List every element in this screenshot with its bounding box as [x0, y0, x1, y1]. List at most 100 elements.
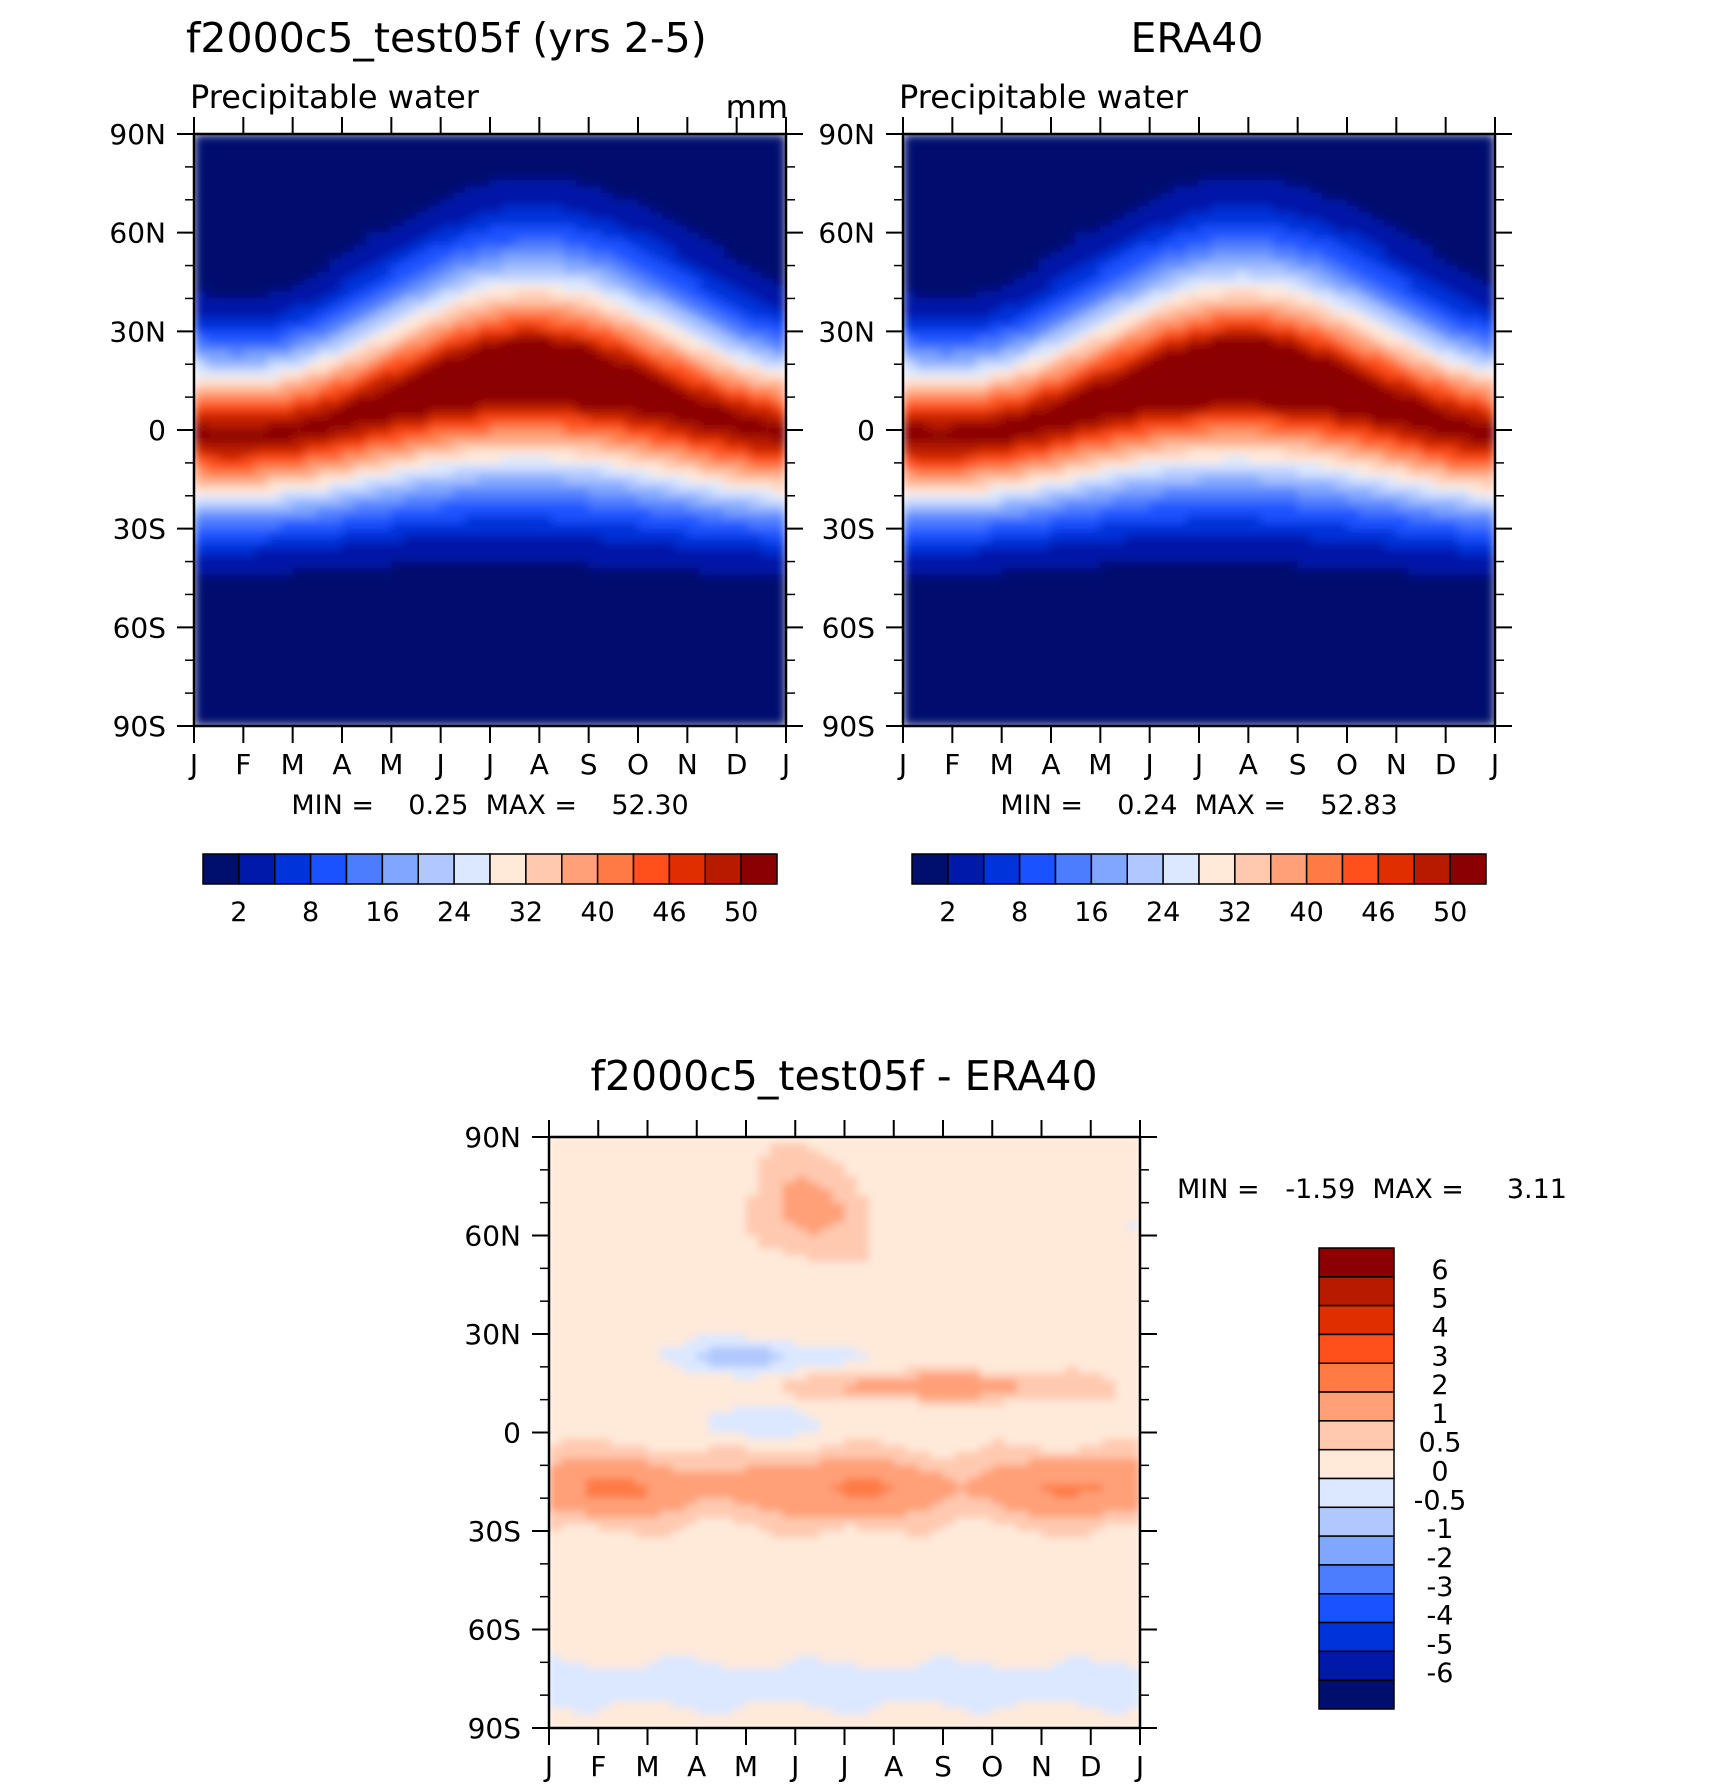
- x-tick-label: J: [789, 1750, 799, 1783]
- colorbar-swatch: [1413, 853, 1451, 885]
- colorbar-label: 5: [1431, 1284, 1448, 1315]
- field-difference: [549, 1137, 1140, 1728]
- colorbar-swatch: [489, 853, 527, 885]
- colorbar-swatch: [1234, 853, 1272, 885]
- colorbar-swatch: [1377, 853, 1415, 885]
- x-tick-label: M: [1088, 748, 1112, 781]
- colorbar-label: 8: [302, 897, 319, 928]
- x-tick-label: A: [1041, 748, 1060, 781]
- colorbar: 2 8 16 24 32 40 46 50: [202, 853, 778, 928]
- x-tick-label: M: [734, 1750, 758, 1783]
- colorbar-label: 40: [1289, 897, 1323, 928]
- colorbar-label: 24: [1146, 897, 1180, 928]
- panel-era40: ERA40 Precipitable water J F M A M J J A S O N D J90…: [818, 14, 1512, 928]
- colorbar-label: 6: [1431, 1255, 1448, 1286]
- colorbar-swatch: [1318, 1477, 1395, 1509]
- x-tick-label: D: [1080, 1750, 1102, 1783]
- x-tick-label: J: [780, 748, 790, 781]
- colorbar-swatch: [525, 853, 563, 885]
- x-tick-label: M: [635, 1750, 659, 1783]
- x-tick-label: S: [934, 1750, 952, 1783]
- x-tick-label: M: [990, 748, 1014, 781]
- colorbar-label: 24: [437, 897, 471, 928]
- colorbar-label: 46: [1361, 897, 1395, 928]
- panel-difference: f2000c5_test05f - ERA40 J F M A M J J A S O N D J90N…: [464, 1052, 1567, 1783]
- panel-title: ERA40: [1131, 14, 1264, 62]
- y-tick-label: 90S: [468, 1712, 521, 1745]
- y-tick-label: 30N: [464, 1318, 521, 1351]
- colorbar-swatch: [1449, 853, 1487, 885]
- x-tick-label: J: [1489, 748, 1499, 781]
- x-tick-label: J: [484, 748, 494, 781]
- colorbar-swatch: [668, 853, 706, 885]
- colorbar-swatch: [1318, 1448, 1395, 1480]
- y-tick-label: 60S: [468, 1614, 521, 1647]
- colorbar-swatch: [947, 853, 985, 885]
- colorbar-swatch: [911, 853, 949, 885]
- min-max-label: MIN = 0.25 MAX = 52.30: [291, 790, 688, 821]
- x-tick-label: J: [188, 748, 198, 781]
- colorbar-label: 0: [1431, 1457, 1448, 1488]
- colorbar-swatch: [417, 853, 455, 885]
- panel-title: f2000c5_test05f (yrs 2-5): [186, 14, 707, 62]
- colorbar-label: 0.5: [1419, 1428, 1462, 1459]
- colorbar-swatch: [983, 853, 1021, 885]
- colorbar-swatch: [1318, 1247, 1395, 1278]
- colorbar-swatch: [1318, 1564, 1395, 1595]
- x-tick-label: J: [435, 748, 445, 781]
- colorbar-label: -3: [1427, 1572, 1454, 1603]
- x-tick-label: D: [1435, 748, 1457, 781]
- colorbar-swatch: [1318, 1506, 1395, 1537]
- colorbar-swatch: [1318, 1650, 1395, 1681]
- colorbar-swatch: [1126, 853, 1164, 885]
- x-tick-label: J: [1144, 748, 1154, 781]
- colorbar-swatch: [1318, 1276, 1395, 1307]
- colorbar-swatch: [1318, 1333, 1395, 1364]
- colorbar-label: -6: [1427, 1658, 1454, 1689]
- colorbar: 2 8 16 24 32 40 46 50: [911, 853, 1487, 928]
- colorbar-label: 32: [509, 897, 543, 928]
- colorbar-swatch: [1305, 853, 1344, 885]
- x-tick-label: D: [726, 748, 748, 781]
- colorbar-swatch: [309, 853, 348, 885]
- colorbar-swatch: [1341, 853, 1380, 885]
- colorbar-label: 50: [1433, 897, 1467, 928]
- colorbar-label: 2: [230, 897, 247, 928]
- colorbar-swatch: [274, 853, 312, 885]
- colorbar-swatch: [704, 853, 742, 885]
- y-tick-label: 90N: [818, 118, 875, 151]
- colorbar-swatch: [453, 853, 491, 885]
- y-tick-label: 60S: [113, 611, 166, 644]
- colorbar-swatch: [202, 853, 240, 885]
- colorbar-label: 8: [1011, 897, 1028, 928]
- x-tick-label: F: [235, 748, 251, 781]
- colorbar-label: -1: [1427, 1514, 1454, 1545]
- colorbar-swatch: [381, 853, 419, 885]
- y-tick-label: 60N: [818, 217, 875, 250]
- x-tick-label: S: [580, 748, 598, 781]
- colorbar-swatch: [1018, 853, 1057, 885]
- colorbar-swatch: [345, 853, 384, 885]
- x-tick-label: A: [1239, 748, 1258, 781]
- y-tick-label: 0: [503, 1417, 521, 1450]
- y-tick-label: 90N: [464, 1121, 521, 1154]
- x-tick-label: A: [530, 748, 549, 781]
- colorbar-swatch: [1318, 1304, 1395, 1336]
- panel-title: f2000c5_test05f - ERA40: [590, 1052, 1097, 1100]
- colorbar-swatch: [1270, 853, 1308, 885]
- x-tick-label: N: [677, 748, 698, 781]
- colorbar-swatch: [1318, 1391, 1395, 1422]
- colorbar-swatch: [1162, 853, 1200, 885]
- panel-model: f2000c5_test05f (yrs 2-5) Precipitable w…: [109, 14, 803, 928]
- colorbar-swatch: [596, 853, 635, 885]
- colorbar-label: 3: [1431, 1341, 1448, 1372]
- colorbar-label: 16: [365, 897, 399, 928]
- colorbar-label: -2: [1427, 1543, 1454, 1574]
- field-model: [194, 134, 786, 726]
- colorbar-swatch: [1318, 1621, 1395, 1653]
- y-tick-label: 90N: [109, 118, 166, 151]
- x-tick-label: S: [1289, 748, 1307, 781]
- colorbar-label: 1: [1431, 1399, 1448, 1430]
- y-tick-label: 90S: [822, 710, 875, 743]
